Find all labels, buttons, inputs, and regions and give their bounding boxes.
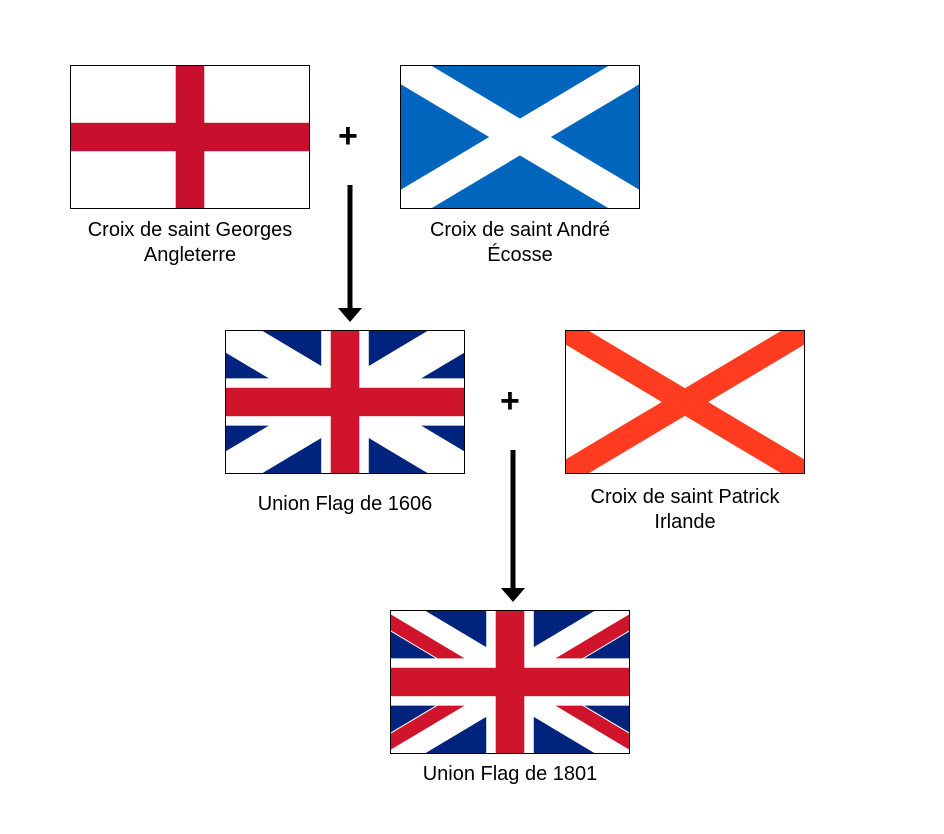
flag-england [70, 65, 310, 209]
caption-text: Croix de saint André [430, 219, 610, 241]
flag-scotland [400, 65, 640, 209]
caption-ireland: Croix de saint Patrick Irlande [565, 485, 805, 535]
flag-ireland [565, 330, 805, 474]
caption-text: Angleterre [144, 244, 236, 266]
caption-text: Écosse [487, 244, 553, 266]
flag-union-1801 [390, 610, 630, 754]
caption-text: Union Flag de 1606 [258, 493, 433, 515]
caption-text: Croix de saint Patrick [591, 486, 780, 508]
arrow-2 [499, 450, 527, 604]
plus-symbol-1: + [338, 117, 358, 156]
caption-england: Croix de saint Georges Angleterre [70, 218, 310, 268]
caption-union-1801: Union Flag de 1801 [390, 762, 630, 787]
caption-text: Union Flag de 1801 [423, 763, 598, 785]
arrow-1 [336, 185, 364, 324]
plus-text: + [500, 382, 520, 420]
caption-text: Irlande [654, 511, 715, 533]
caption-union-1606: Union Flag de 1606 [225, 492, 465, 517]
plus-symbol-2: + [500, 382, 520, 421]
flag-union-1606 [225, 330, 465, 474]
plus-text: + [338, 117, 358, 155]
caption-scotland: Croix de saint André Écosse [400, 218, 640, 268]
caption-text: Croix de saint Georges [88, 219, 293, 241]
